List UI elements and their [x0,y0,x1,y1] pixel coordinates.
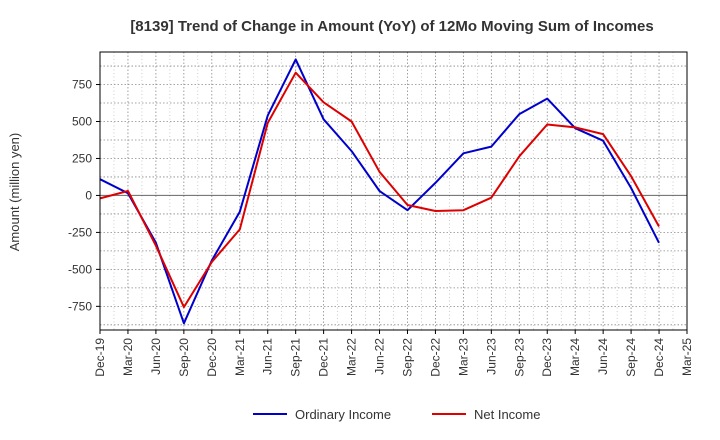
data-point-net-income [405,203,409,207]
x-tick-label: Sep-24 [624,338,638,377]
x-tick-label: Jun-24 [596,338,610,375]
x-tick-label: Mar-24 [568,338,582,376]
x-tick-label: Mar-20 [121,338,135,376]
x-tick-label: Dec-22 [428,338,442,377]
y-tick-label: 500 [72,115,92,129]
x-tick-label: Sep-22 [400,338,414,377]
x-axis-ticks: Dec-19 Mar-20 Jun-20 Sep-20 Dec-20 Mar-21 Jun-… [93,330,694,377]
data-point-net-income [461,208,465,212]
data-point-net-income [573,125,577,129]
data-point-ordinary-income [489,145,493,149]
y-axis-ticks: -750 -500 -250 0 250 500 750 [68,78,100,313]
data-point-net-income [378,170,382,174]
data-point-ordinary-income [517,112,521,116]
x-tick-label: Mar-21 [233,338,247,376]
data-point-net-income [545,122,549,126]
x-tick-label: Jun-21 [261,338,275,375]
x-tick-label: Dec-21 [317,338,331,377]
y-tick-label: 750 [72,78,92,92]
data-point-ordinary-income [405,208,409,212]
x-tick-label: Sep-20 [177,338,191,377]
data-point-net-income [182,305,186,309]
data-point-net-income [350,120,354,124]
series-line-net-income [99,71,660,309]
data-point-net-income [657,224,661,228]
data-point-ordinary-income [182,321,186,325]
data-point-net-income [322,100,326,104]
x-tick-label: Sep-23 [512,338,526,377]
y-tick-label: 250 [72,151,92,165]
legend-label-ordinary-income: Ordinary Income [295,407,391,422]
y-tick-label: 0 [85,188,92,202]
data-point-net-income [238,227,242,231]
data-point-ordinary-income [601,139,605,143]
series-layer [99,57,661,325]
x-tick-label: Mar-23 [456,338,470,376]
legend: Ordinary Income Net Income [253,407,540,422]
x-tick-label: Mar-22 [345,338,359,376]
data-point-net-income [126,189,130,193]
data-point-ordinary-income [266,114,270,118]
data-point-ordinary-income [294,57,298,61]
x-tick-label: Jun-22 [373,338,387,375]
data-point-ordinary-income [629,186,633,190]
data-point-ordinary-income [545,97,549,101]
chart-title: [8139] Trend of Change in Amount (YoY) o… [130,18,653,35]
data-point-net-income [601,132,605,136]
data-point-net-income [517,154,521,158]
data-point-ordinary-income [378,189,382,193]
x-tick-label: Dec-23 [540,338,554,377]
x-tick-label: Dec-20 [205,338,219,377]
grid [99,52,688,330]
data-point-net-income [266,121,270,125]
x-tick-label: Mar-25 [680,338,694,376]
x-tick-label: Dec-24 [652,338,666,377]
data-point-ordinary-income [433,181,437,185]
x-tick-label: Jun-20 [149,338,163,375]
data-point-ordinary-income [350,149,354,153]
y-tick-label: -250 [68,225,92,239]
series-line-ordinary-income [99,58,660,325]
x-tick-label: Dec-19 [93,338,107,377]
y-axis-label: Amount (million yen) [7,133,22,252]
y-tick-label: -500 [68,262,92,276]
data-point-net-income [154,244,158,248]
data-point-net-income [489,196,493,200]
x-tick-label: Jun-23 [484,338,498,375]
legend-label-net-income: Net Income [474,407,540,422]
data-point-net-income [433,209,437,213]
data-point-ordinary-income [657,241,661,245]
data-point-ordinary-income [461,151,465,155]
data-point-ordinary-income [238,210,242,214]
y-tick-label: -750 [68,299,92,313]
data-point-net-income [629,174,633,178]
data-point-net-income [294,71,298,75]
x-tick-label: Sep-21 [289,338,303,377]
data-point-net-income [210,260,214,264]
plot-area [99,51,688,331]
data-point-ordinary-income [322,117,326,121]
